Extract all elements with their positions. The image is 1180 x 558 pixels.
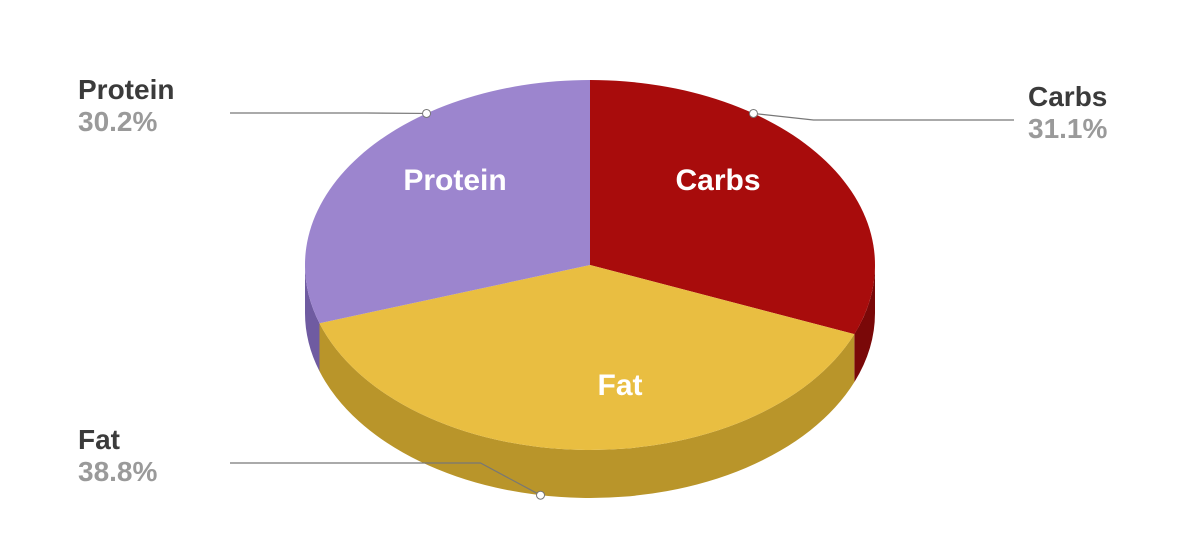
callout-percent: 38.8% (78, 456, 157, 487)
slice-label: Fat (598, 369, 643, 402)
leader-anchor-dot (537, 491, 545, 499)
leader-line (753, 113, 1014, 120)
pie-tops (305, 80, 875, 450)
callout-name: Fat (78, 424, 120, 455)
macronutrient-pie-chart: CarbsFatProteinCarbs31.1%Fat38.8%Protein… (0, 0, 1180, 558)
leader-anchor-dot (423, 109, 431, 117)
leader-anchor-dot (749, 109, 757, 117)
slice-label: Carbs (675, 164, 760, 197)
callout-name: Carbs (1028, 81, 1107, 112)
callout-name: Protein (78, 74, 174, 105)
callout-percent: 31.1% (1028, 113, 1107, 144)
callout-percent: 30.2% (78, 106, 157, 137)
slice-label: Protein (403, 164, 506, 197)
